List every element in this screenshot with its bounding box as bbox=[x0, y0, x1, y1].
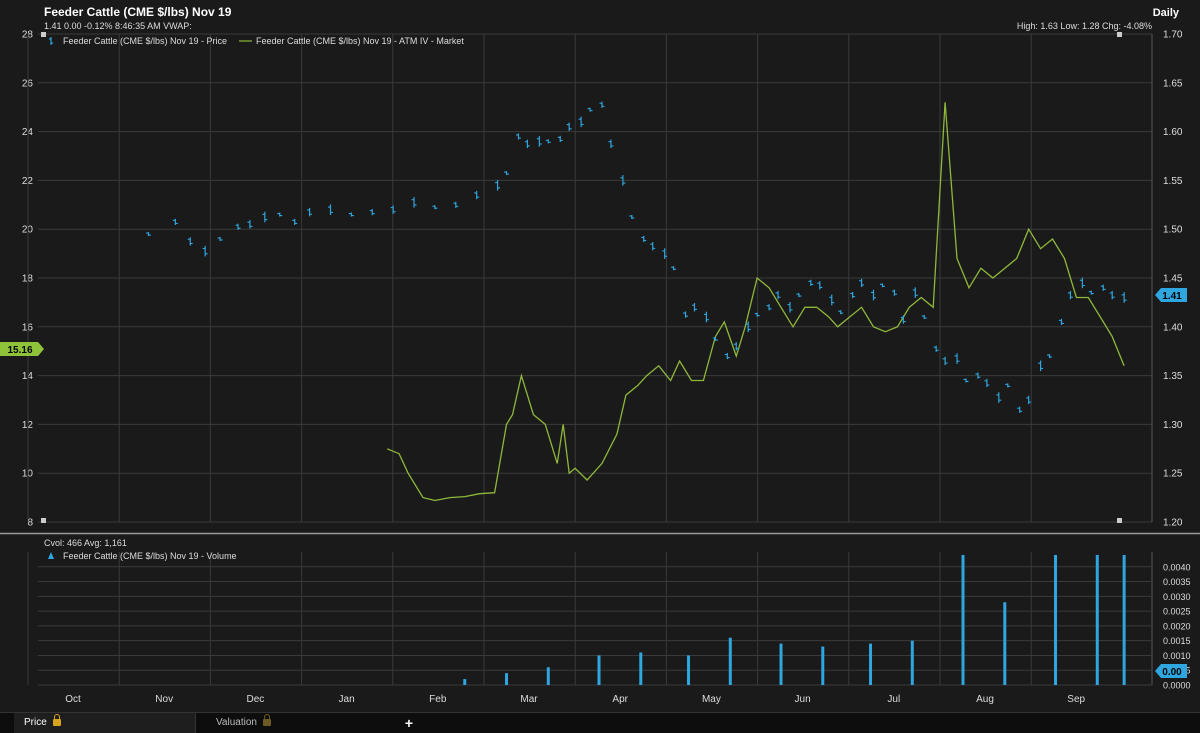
chart-area[interactable]: 28 26 24 22 20 18 16 14 12 10 8 1.70 1.65 1.60 1.55 1.5… bbox=[0, 0, 1200, 712]
volume-tick-label: 0.0040 bbox=[1163, 562, 1191, 572]
tab-price[interactable]: Price bbox=[14, 713, 196, 733]
legend-price[interactable]: Feeder Cattle (CME $/lbs) Nov 19 - Price bbox=[49, 36, 227, 46]
stats-label: High: 1.63 Low: 1.28 Chg: -4.08% bbox=[1017, 21, 1152, 31]
x-tick-label: Jun bbox=[795, 694, 811, 705]
volume-legend-icon bbox=[48, 552, 54, 559]
volume-tick-label: 0.0025 bbox=[1163, 607, 1191, 617]
legend-iv[interactable]: Feeder Cattle (CME $/lbs) Nov 19 - ATM I… bbox=[239, 36, 464, 46]
plus-icon[interactable]: + bbox=[404, 715, 414, 731]
right-tick-label: 1.60 bbox=[1163, 127, 1183, 138]
tab-price-label: Price bbox=[24, 717, 47, 728]
right-tick-label: 1.35 bbox=[1163, 371, 1183, 382]
tab-valuation-label: Valuation bbox=[216, 717, 257, 728]
left-value-marker: 15.16 bbox=[0, 342, 44, 356]
volume-bar bbox=[910, 640, 914, 685]
volume-bar bbox=[779, 643, 783, 685]
right-tick-label: 1.45 bbox=[1163, 274, 1183, 285]
resize-handle-icon[interactable] bbox=[1117, 518, 1122, 523]
volume-tick-label: 0.0020 bbox=[1163, 621, 1191, 631]
x-tick-label: May bbox=[702, 694, 721, 705]
x-tick-label: Oct bbox=[65, 694, 81, 705]
volume-bar bbox=[961, 554, 965, 685]
right-value-marker: 1.41 bbox=[1155, 288, 1187, 302]
x-tick-label: Aug bbox=[976, 694, 994, 705]
right-tick-label: 1.20 bbox=[1163, 518, 1183, 529]
left-tick-label: 8 bbox=[27, 518, 33, 529]
volume-bar bbox=[869, 643, 873, 685]
lock-icon bbox=[262, 714, 271, 726]
volume-tick-label: 0.0010 bbox=[1163, 651, 1191, 661]
volume-tick-label: 0.0000 bbox=[1163, 681, 1191, 691]
chart-title: Feeder Cattle (CME $/lbs) Nov 19 bbox=[44, 5, 232, 19]
resize-handle-icon[interactable] bbox=[41, 518, 46, 523]
legend-volume-label: Feeder Cattle (CME $/lbs) Nov 19 - Volum… bbox=[63, 551, 237, 561]
right-tick-label: 1.70 bbox=[1163, 30, 1183, 41]
right-tick-label: 1.40 bbox=[1163, 322, 1183, 333]
x-tick-label: Sep bbox=[1067, 694, 1085, 705]
right-marker-value: 1.41 bbox=[1162, 291, 1182, 302]
volume-bar bbox=[1122, 554, 1126, 685]
chart-svg: 2826242220181614121081.701.651.601.551.5… bbox=[0, 5, 1200, 705]
volume-tick-label: 0.0015 bbox=[1163, 636, 1191, 646]
volume-bar bbox=[1054, 554, 1058, 685]
volume-bar bbox=[687, 655, 691, 685]
iv-series-line bbox=[386, 102, 1125, 502]
legend-price-label: Feeder Cattle (CME $/lbs) Nov 19 - Price bbox=[63, 36, 227, 46]
x-tick-label: Jan bbox=[339, 694, 355, 705]
volume-bar bbox=[597, 655, 601, 685]
x-tick-label: Feb bbox=[429, 694, 447, 705]
right-tick-label: 1.55 bbox=[1163, 176, 1183, 187]
volume-bar bbox=[1095, 554, 1099, 685]
left-marker-value: 15.16 bbox=[7, 345, 32, 356]
right-tick-label: 1.30 bbox=[1163, 420, 1183, 431]
right-tick-label: 1.65 bbox=[1163, 78, 1183, 89]
volume-bar bbox=[505, 673, 509, 685]
legend-volume[interactable]: Feeder Cattle (CME $/lbs) Nov 19 - Volum… bbox=[48, 551, 237, 561]
volume-bar bbox=[546, 667, 550, 685]
volume-bar bbox=[821, 646, 825, 685]
volume-tick-label: 0.0035 bbox=[1163, 577, 1191, 587]
x-tick-label: Apr bbox=[612, 694, 628, 705]
volume-stats: Cvol: 466 Avg: 1,161 bbox=[44, 538, 127, 548]
x-tick-label: Nov bbox=[155, 694, 173, 705]
tab-bar: Price Valuation + bbox=[0, 712, 1200, 733]
lock-icon bbox=[52, 714, 61, 726]
volume-bar bbox=[1003, 602, 1007, 685]
volume-bar bbox=[728, 637, 732, 685]
right-tick-label: 1.25 bbox=[1163, 469, 1183, 480]
period-label[interactable]: Daily bbox=[1153, 7, 1180, 19]
resize-handle-icon[interactable] bbox=[41, 32, 46, 37]
volume-tick-label: 0.0030 bbox=[1163, 592, 1191, 602]
volume-bar bbox=[639, 652, 643, 685]
x-tick-label: Dec bbox=[247, 694, 265, 705]
resize-handle-icon[interactable] bbox=[1117, 32, 1122, 37]
x-tick-label: Jul bbox=[887, 694, 900, 705]
volume-value-marker: 0.00 bbox=[1155, 664, 1187, 678]
tab-valuation[interactable]: Valuation bbox=[206, 713, 386, 733]
legend-iv-label: Feeder Cattle (CME $/lbs) Nov 19 - ATM I… bbox=[256, 36, 464, 46]
chart-subtitle: 1.41 0.00 -0.12% 8:46:35 AM VWAP: bbox=[44, 21, 192, 31]
right-tick-label: 1.50 bbox=[1163, 225, 1183, 236]
x-tick-label: Mar bbox=[520, 694, 538, 705]
volume-marker-value: 0.00 bbox=[1162, 667, 1182, 678]
volume-bar bbox=[463, 679, 467, 685]
